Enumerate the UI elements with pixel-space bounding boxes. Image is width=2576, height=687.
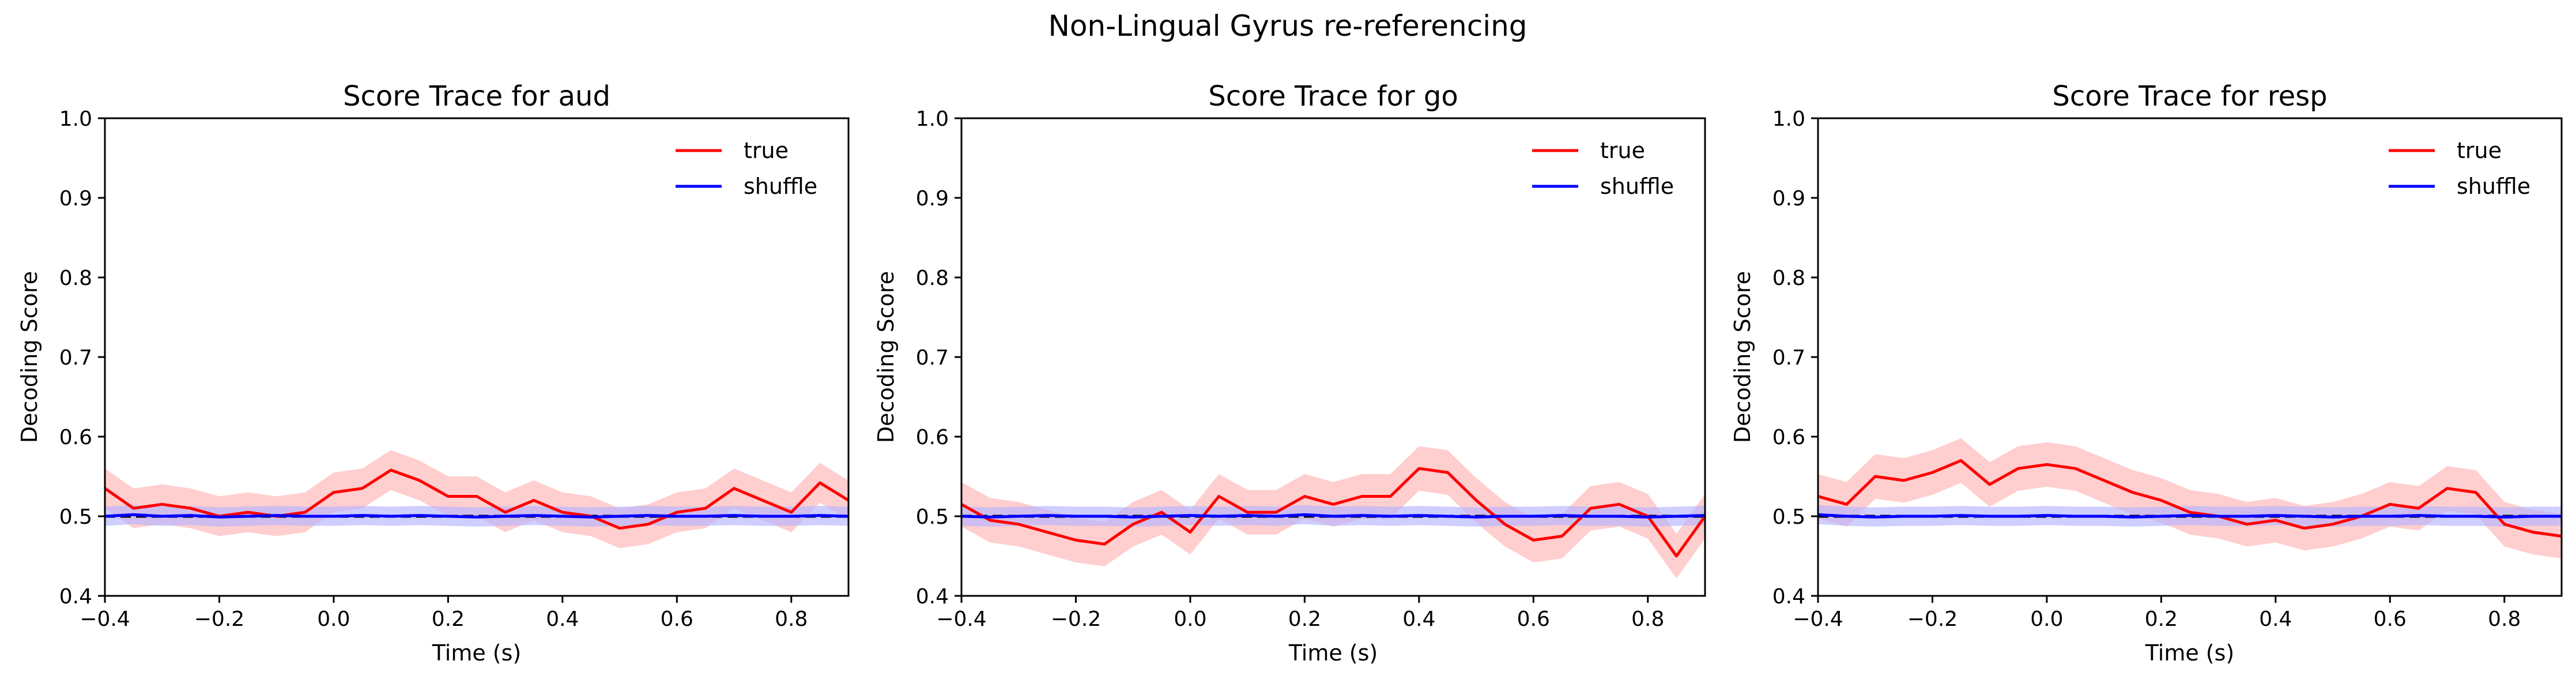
y-tick-label: 0.4 — [1772, 585, 1805, 609]
legend: true shuffle — [676, 138, 817, 199]
x-axis-label: Time (s) — [1288, 640, 1378, 666]
chart-title: Score Trace for go — [1208, 80, 1458, 112]
x-tick-label: −0.4 — [80, 607, 130, 631]
x-tick-label: 0.6 — [2374, 607, 2407, 631]
chart-panel-3: −0.4 −0.2 0.0 0.2 0.4 0.6 0.8 0.4 0.5 0.6 0.7 0.8 0.… — [1730, 80, 2563, 666]
chart-title: Score Trace for aud — [343, 80, 610, 112]
y-tick-label: 0.5 — [59, 505, 92, 529]
x-tick-label: −0.2 — [1051, 607, 1101, 631]
plot-area — [105, 450, 848, 549]
legend-label-true: true — [744, 138, 789, 163]
series-line-shuffle — [105, 513, 848, 519]
x-tick-label: 0.6 — [661, 607, 693, 631]
chart-panel-1: −0.4 −0.2 0.0 0.2 0.4 0.6 0.8 0.4 0.5 0.6 0.7 0.8 0.… — [17, 80, 850, 666]
y-tick-label: 1.0 — [59, 107, 92, 131]
legend-label-true: true — [2457, 138, 2502, 163]
y-tick-label: 0.6 — [59, 426, 92, 449]
legend-label-true: true — [1600, 138, 1645, 163]
series-line-true — [961, 467, 1705, 558]
x-tick-label: 0.8 — [775, 607, 808, 631]
x-tick-label: −0.4 — [936, 607, 986, 631]
panels: −0.4 −0.2 0.0 0.2 0.4 0.6 0.8 0.4 0.5 0.6 0.7 0.8 0.… — [17, 80, 2563, 666]
x-tick-label: 0.4 — [546, 607, 579, 631]
series-line-shuffle — [961, 513, 1705, 519]
x-tick-label: 0.8 — [2488, 607, 2521, 631]
x-tick-label: 0.4 — [1402, 607, 1435, 631]
x-tick-label: −0.2 — [194, 607, 244, 631]
y-tick-label: 1.0 — [916, 107, 949, 131]
x-tick-label: 0.0 — [1174, 607, 1206, 631]
y-tick-label: 0.8 — [916, 266, 949, 290]
x-tick-label: 0.4 — [2259, 607, 2292, 631]
y-axis-label: Decoding Score — [1730, 271, 1755, 443]
y-tick-label: 0.4 — [59, 585, 92, 609]
x-tick-label: 0.8 — [1631, 607, 1664, 631]
y-tick-label: 0.8 — [1772, 266, 1805, 290]
y-tick-label: 0.9 — [1772, 187, 1805, 211]
legend-label-shuffle: shuffle — [2457, 174, 2530, 199]
plot-area — [1818, 438, 2562, 559]
legend: true shuffle — [2389, 138, 2530, 199]
y-tick-label: 0.9 — [916, 187, 949, 211]
series-line-true — [1818, 459, 2562, 538]
x-tick-label: 0.0 — [2030, 607, 2063, 631]
y-tick-label: 0.7 — [1772, 346, 1805, 370]
x-axis-label: Time (s) — [2145, 640, 2235, 666]
x-tick-label: −0.4 — [1793, 607, 1843, 631]
legend-label-shuffle: shuffle — [744, 174, 817, 199]
y-tick-label: 0.5 — [916, 505, 949, 529]
y-tick-label: 0.7 — [59, 346, 92, 370]
y-tick-label: 0.6 — [1772, 426, 1805, 449]
y-tick-label: 1.0 — [1772, 107, 1805, 131]
x-axis-label: Time (s) — [432, 640, 522, 666]
figure-suptitle: Non-Lingual Gyrus re-referencing — [1048, 9, 1527, 43]
x-tick-label: 0.2 — [2145, 607, 2178, 631]
legend: true shuffle — [1532, 138, 1674, 199]
x-tick-label: 0.2 — [1288, 607, 1321, 631]
x-tick-label: 0.2 — [432, 607, 465, 631]
y-tick-label: 0.4 — [916, 585, 949, 609]
plot-area — [961, 446, 1705, 579]
series-line-true — [105, 468, 848, 530]
y-tick-label: 0.5 — [1772, 505, 1805, 529]
series-band-true — [1818, 438, 2562, 559]
chart-title: Score Trace for resp — [2052, 80, 2327, 112]
x-tick-label: 0.6 — [1517, 607, 1550, 631]
chart-panel-2: −0.4 −0.2 0.0 0.2 0.4 0.6 0.8 0.4 0.5 0.6 0.7 0.8 0.… — [873, 80, 1706, 666]
y-tick-label: 0.9 — [59, 187, 92, 211]
x-tick-label: −0.2 — [1907, 607, 1958, 631]
y-axis-label: Decoding Score — [873, 271, 899, 443]
legend-label-shuffle: shuffle — [1600, 174, 1674, 199]
series-line-shuffle — [1818, 513, 2562, 519]
y-axis-label: Decoding Score — [17, 271, 42, 443]
y-tick-label: 0.6 — [916, 426, 949, 449]
x-tick-label: 0.0 — [317, 607, 350, 631]
y-tick-label: 0.8 — [59, 266, 92, 290]
y-tick-label: 0.7 — [916, 346, 949, 370]
